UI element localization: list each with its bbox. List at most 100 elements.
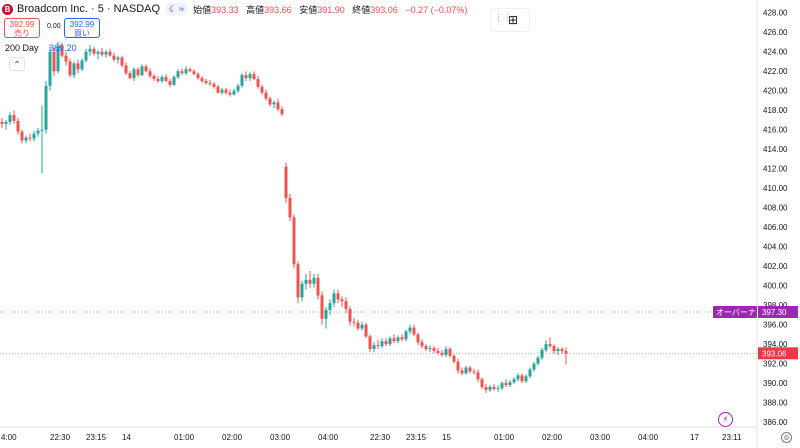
layout-grid-icon[interactable]: ⊞ [508,13,519,27]
candle-body [528,369,532,377]
candle-body [36,130,40,134]
candle-body [132,69,136,79]
buy-button[interactable]: 392.99 買い [64,18,100,38]
candle-body [516,375,520,380]
price-tick-label: 412.00 [763,165,788,174]
candle-body [4,121,8,124]
price-tick-label: 402.00 [763,262,788,271]
candle-body [108,51,112,56]
candle-body [540,349,544,358]
indicator-legend[interactable]: 200 Day 369.20 [5,43,77,53]
candle-body [336,293,340,300]
candle-body [32,133,36,139]
time-tick-label: 02:00 [542,433,563,442]
candle-body [40,129,44,131]
candle-body [404,331,408,340]
time-tick-label: 01:00 [494,433,515,442]
candle-body [156,79,160,81]
candle-body [160,77,164,81]
candle-body [456,361,460,371]
candle-body [12,115,16,121]
candle-body [412,327,416,335]
candle-body [316,277,320,296]
candle-body [440,352,444,355]
candle-body [176,71,180,78]
candle-body [192,71,196,75]
change-value: −0.27 (−0.07%) [405,4,468,15]
time-tick-label: 23:11 [722,433,742,442]
candle-body [124,65,128,74]
candles-layer [0,41,757,393]
candle-body [500,383,504,389]
candle-body [420,342,424,347]
price-tick-label: 390.00 [763,379,788,388]
price-tick-label: 416.00 [763,126,788,135]
symbol-title[interactable]: Broadcom Inc. · 5 · NASDAQ [17,3,161,15]
collapse-legend-button[interactable]: ⌃ [9,57,25,71]
candle-body [496,388,500,390]
candle-body [524,376,528,382]
candle-body [180,71,184,74]
session-status-pill[interactable]: ☾ ≈ [166,3,188,15]
price-tick-label: 404.00 [763,243,788,252]
candle-body [560,349,564,351]
candle-body [464,367,468,374]
candle-body [428,348,432,350]
ohlc-values: 始値393.33 高値393.66 安値391.90 終値393.06 −0.2… [193,3,472,16]
candle-body [220,89,224,93]
broadcom-logo: B [2,3,13,15]
candle-body [212,83,216,87]
high-value: 393.66 [264,4,292,15]
candle-body [196,74,200,79]
candle-body [168,80,172,85]
candle-body [372,345,376,350]
floating-toolbar[interactable]: ⋮⋮ ⊞ [490,8,530,32]
candle-body [368,336,372,350]
sell-button[interactable]: 392.99 売り [4,18,40,38]
candle-body [536,357,540,364]
chart-settings-button[interactable]: ⚙ [781,432,792,443]
flash-button[interactable]: ⚡ [718,412,733,427]
drag-handle-icon[interactable]: ⋮⋮ [494,12,512,22]
candle-body [512,379,516,383]
candle-body [244,75,248,79]
candle-body [312,277,316,284]
high-label: 高値 [246,4,265,15]
candle-body [300,283,304,298]
after-hours-badge [713,305,757,318]
candle-body [320,295,324,319]
candle-body [408,327,412,332]
moon-icon: ☾ [169,3,178,14]
candle-body [144,66,148,72]
candle-body [116,57,120,60]
price-tick-label: 396.00 [763,321,788,330]
buy-label: 買い [74,29,90,38]
price-tick-label: 410.00 [763,184,788,193]
candle-body [492,387,496,389]
candle-body [504,383,508,386]
candle-body [20,131,24,141]
candle-body [64,55,68,62]
price-axis[interactable]: 386.00 388.00 390.00 392.00 394.00 396.00 398.… [763,9,788,427]
candle-body [472,371,476,373]
chevron-up-icon: ⌃ [13,59,21,69]
price-tick-label: 408.00 [763,204,788,213]
time-tick-label: 02:00 [222,433,243,442]
time-tick-label: 04:00 [318,433,339,442]
close-label: 終値 [352,4,371,15]
candle-body [188,69,192,72]
candle-body [324,310,328,319]
last-price-label: 393.06 [762,349,787,358]
candle-body [460,370,464,374]
candle-body [364,324,368,337]
candle-body [204,80,208,83]
candle-body [272,102,276,105]
price-tick-label: 414.00 [763,145,788,154]
time-axis[interactable]: 4:00 22:30 23:15 14 01:00 02:00 03:00 04:00 22:3… [1,433,742,442]
candle-body [360,324,364,329]
candle-body [396,337,400,342]
candle-body [72,63,76,76]
price-tick-label: 400.00 [763,282,788,291]
candle-body [0,121,4,124]
